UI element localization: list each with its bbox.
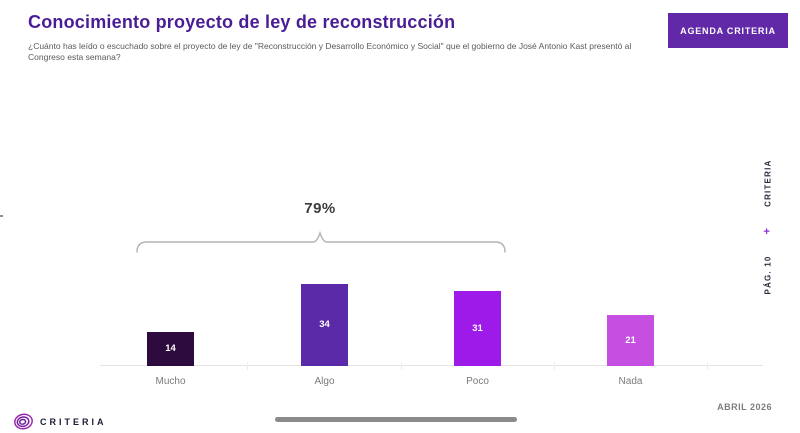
bar-value-label: 31 [472,322,483,334]
axis-tick [707,362,709,370]
category-label-algo: Algo [314,376,335,387]
annotation-percentage-label: 79% [304,200,336,217]
bar-poco: 31 [454,290,501,366]
side-strip: PÁG. 10 + CRITERIA [762,160,774,295]
page-title: Conocimiento proyecto de ley de reconstr… [28,12,456,32]
criteria-logo-icon [14,413,33,430]
date-label: ABRIL 2026 [717,402,772,412]
survey-question-subtitle: ¿Cuánto has leído o escuchado sobre el p… [28,41,632,63]
scrollbar-thumb[interactable] [275,417,517,422]
axis-tick [247,362,249,370]
left-plus-decoration-icon: + [0,208,4,225]
category-label-mucho: Mucho [155,376,186,387]
bar-mucho: 14 [147,331,194,366]
x-axis-line [100,365,763,366]
category-label-nada: Nada [618,376,643,387]
axis-tick [401,362,403,370]
footer-logo: CRITERIA [13,411,107,432]
bracket-annotation [136,230,506,253]
footer-brand-label: CRITERIA [40,416,107,427]
bar-value-label: 14 [165,343,176,354]
bar-value-label: 21 [625,334,636,346]
agenda-criteria-button[interactable]: AGENDA CRITERIA [668,13,788,48]
page-number-label: PÁG. 10 [763,255,772,295]
category-label-poco: Poco [466,376,489,387]
side-brand-label: CRITERIA [763,159,772,207]
bar-algo: 34 [301,283,348,366]
bar-nada: 21 [607,314,654,366]
axis-tick [554,362,556,370]
bar-value-label: 34 [319,319,330,330]
plus-icon: + [761,227,774,235]
